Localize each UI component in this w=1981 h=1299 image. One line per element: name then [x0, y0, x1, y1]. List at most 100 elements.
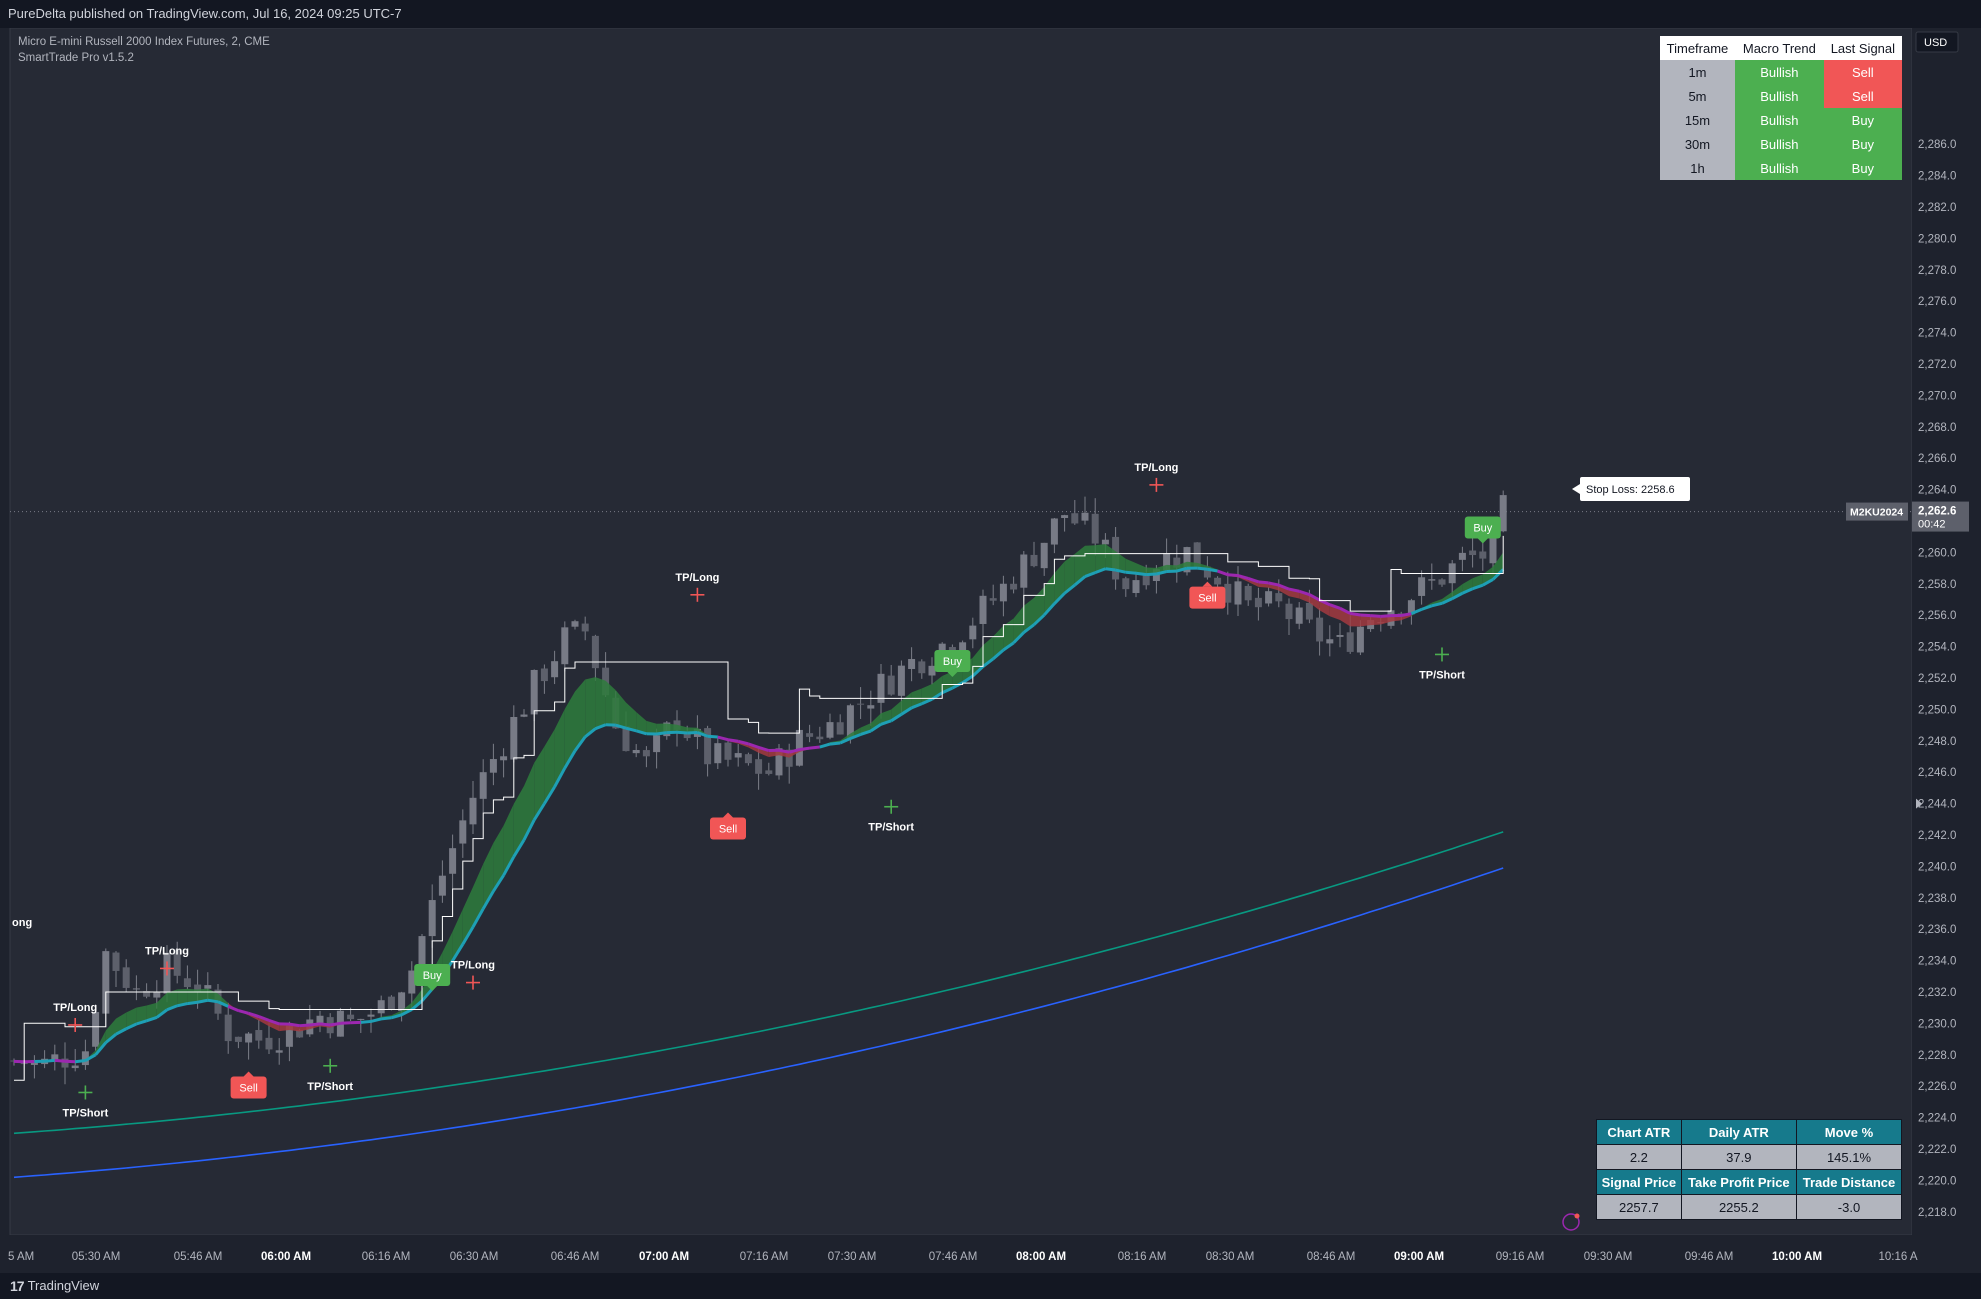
candle [316, 1010, 324, 1033]
signal-line-segment [615, 723, 627, 730]
signal-line-segment [1146, 572, 1157, 577]
tp-markers: TP/Long TP/Short TP/Long TP/Short TP/Long TP/… [53, 462, 1465, 1120]
tp-long-mark: TP/Long [1134, 462, 1178, 492]
tp-label: TP/Short [868, 822, 914, 834]
price-chart[interactable]: BuySellSellBuySellBuyTP/LongTP/ShortTP/L… [0, 28, 1981, 1273]
candle-body [1061, 515, 1069, 518]
candle-body [1183, 547, 1191, 573]
price-tick-label: 2,248.0 [1918, 736, 1956, 748]
candle-body [1010, 583, 1018, 590]
ribbon-segment [218, 993, 229, 1007]
candle-body [1173, 557, 1181, 568]
signal-line-segment [492, 874, 505, 892]
candle [918, 659, 926, 679]
signal-line-segment [532, 802, 546, 821]
chart-area[interactable]: Buy Sell Sell Buy Sell Buy TP/Long TP/Short TP/L… [0, 28, 1981, 1273]
signal-line-segment [1461, 587, 1474, 595]
header-move-pct: Move % [1795, 1119, 1903, 1145]
candle-body [469, 797, 477, 825]
candle-body [591, 635, 599, 669]
signal-pointer [723, 812, 733, 818]
candle-body [1499, 495, 1507, 532]
candle-body [806, 733, 814, 737]
candle-body [683, 731, 691, 739]
ribbon-segment [1360, 614, 1371, 627]
candle-body [1050, 518, 1058, 545]
candle-body [1091, 513, 1099, 544]
signal-badge [710, 817, 746, 840]
candle-body [1305, 602, 1313, 620]
signal-line-segment [849, 733, 862, 740]
ribbon-segment [585, 677, 596, 737]
ema-slow-line [13, 867, 1504, 1179]
candle-body [1030, 554, 1038, 567]
signal-line-segment [921, 697, 933, 706]
signal-line-segment [1012, 631, 1025, 644]
candle [459, 809, 467, 858]
ribbon-segment [146, 1002, 157, 1021]
stop-loss-pointer [1572, 484, 1580, 494]
signal-line-segment [809, 745, 820, 750]
candle-body [153, 991, 161, 998]
signal-line-segment [1247, 577, 1259, 584]
signal-badge [230, 1076, 267, 1099]
tradingview-logo[interactable]: 17 TradingView [10, 1273, 99, 1299]
candle [1061, 514, 1069, 532]
currency-badge: USD [1915, 31, 1959, 53]
tp-label: TP/Long [145, 945, 189, 957]
ribbon-segment [411, 989, 422, 1010]
candle [887, 664, 895, 696]
candle [1326, 625, 1334, 657]
candle [704, 725, 712, 777]
candle-body [10, 1060, 18, 1062]
candle [867, 690, 875, 726]
candle-body [959, 642, 967, 655]
ribbon-segment [1187, 561, 1198, 569]
ribbon-segment [1452, 584, 1463, 599]
indicator-legend[interactable]: SmartTrade Pro v1.5.2 [18, 52, 134, 64]
candle [245, 1031, 253, 1060]
candle-body [653, 735, 661, 753]
candle-body [581, 623, 589, 632]
signal-line-segment [1237, 574, 1249, 580]
candle-body [989, 598, 997, 601]
signal-line-segment [94, 1041, 107, 1056]
price-tick-label: 2,228.0 [1918, 1050, 1956, 1062]
signal-line-segment [1073, 575, 1086, 587]
candle-body [1132, 580, 1140, 594]
candle-body [102, 951, 110, 1014]
ribbon-segment [1105, 544, 1116, 571]
candle [1132, 571, 1140, 598]
signal-line-segment [707, 734, 718, 739]
ribbon-segment [279, 1023, 290, 1032]
ribbon-segment [401, 1002, 412, 1015]
symbol-legend[interactable]: Micro E-mini Russell 2000 Index Futures,… [18, 36, 270, 48]
value-signal-price: 2257.7 [1596, 1194, 1682, 1220]
table-row: 15m Bullish Buy [1660, 108, 1902, 132]
signal-line-segment [819, 742, 831, 749]
signal-line-segment [1288, 587, 1300, 593]
price-tick-label: 2,268.0 [1918, 422, 1956, 434]
candle [826, 713, 834, 740]
header-take-profit: Take Profit Price [1680, 1169, 1797, 1195]
ribbon-segment [677, 724, 688, 733]
candle-body [122, 967, 130, 988]
candle [908, 647, 916, 682]
tp-long-mark: TP/Long [675, 572, 719, 602]
ribbon-segment [1370, 615, 1381, 626]
candle [1183, 546, 1191, 576]
candle [540, 664, 548, 694]
signal-pointer [947, 672, 958, 677]
signal-line-segment [1135, 571, 1147, 577]
candle [571, 619, 579, 630]
tp-label: TP/Long [53, 1002, 97, 1014]
candle-body [540, 668, 548, 682]
signal-line-segment [1370, 614, 1381, 618]
candle-body [1316, 617, 1324, 642]
candle-body [1193, 542, 1201, 568]
candle [51, 1044, 59, 1071]
time-tick-label: 07:00 AM [639, 1251, 689, 1263]
signal-line-segment [410, 999, 423, 1011]
candle-body [1244, 585, 1252, 601]
signal-line-segment [747, 742, 760, 749]
